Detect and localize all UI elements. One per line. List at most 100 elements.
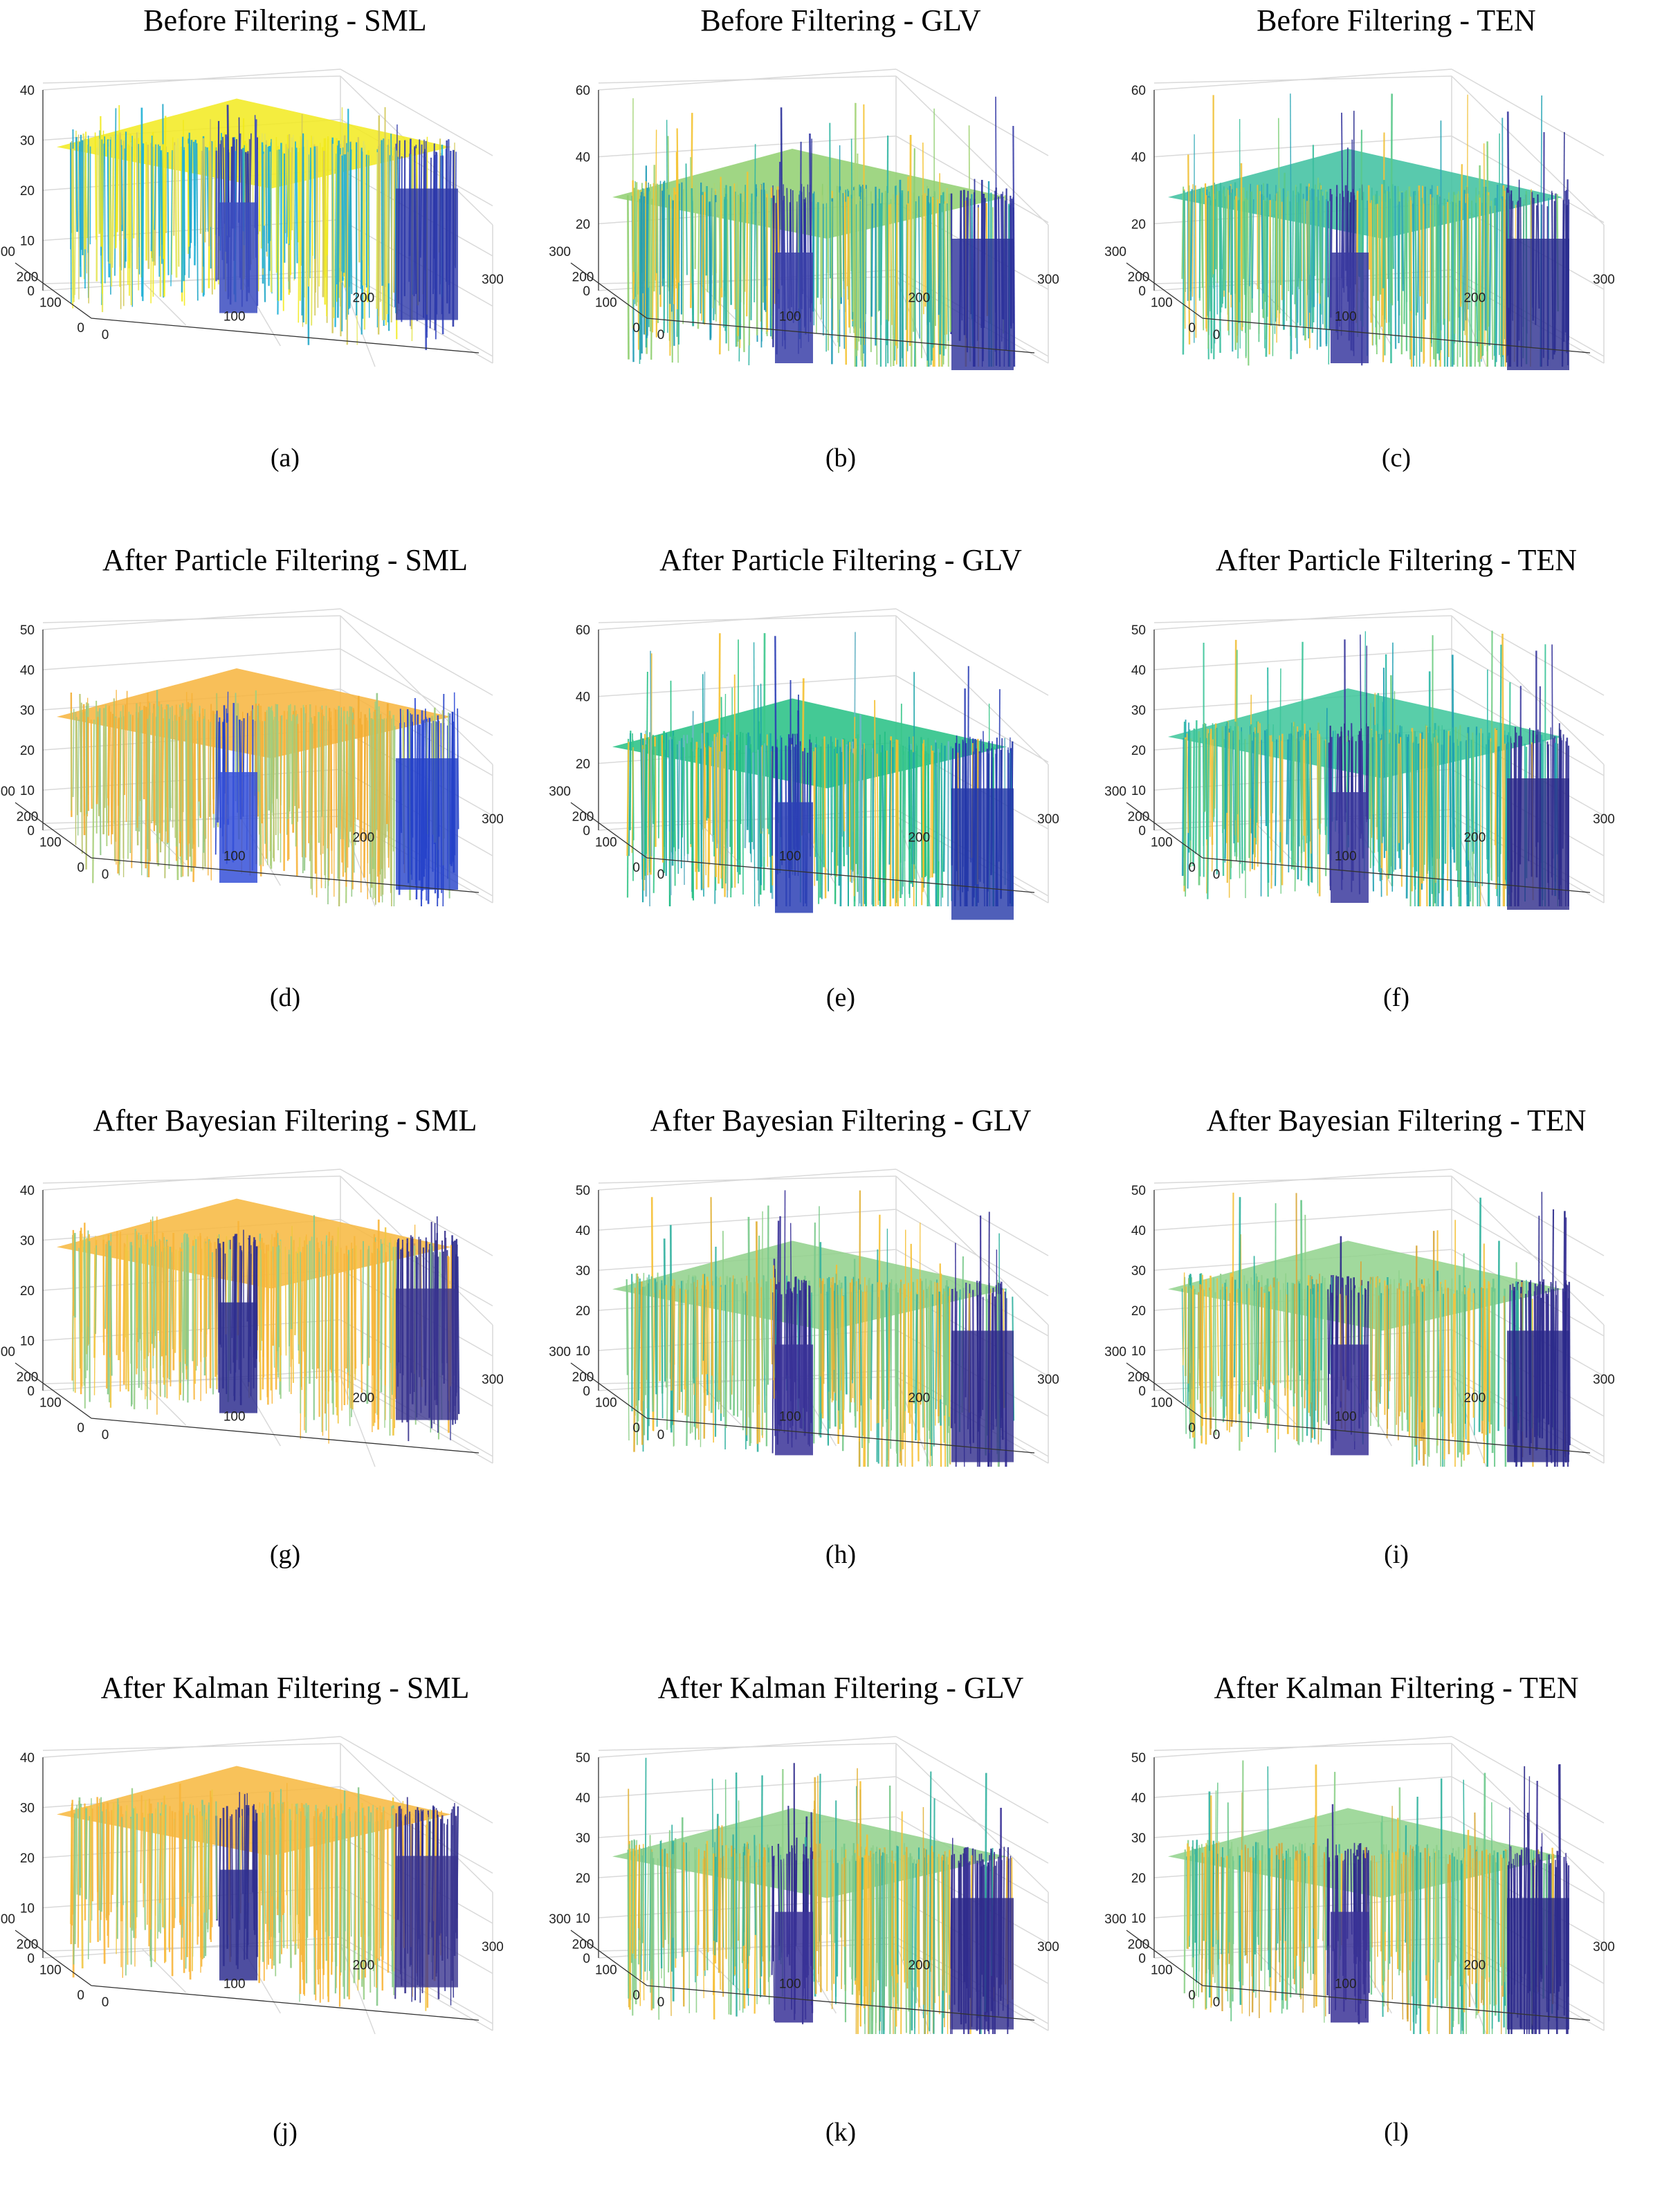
z-tick-label: 40 (1131, 1224, 1146, 1238)
x-tick-label: 100 (223, 849, 246, 863)
y-tick-label: 300 (1104, 1912, 1126, 1927)
z-tick-label: 0 (27, 284, 35, 299)
z-tick-label: 30 (1131, 704, 1146, 718)
panel-title: After Bayesian Filtering - GLV (564, 1103, 1117, 1138)
x-tick-label: 100 (779, 1409, 801, 1424)
y-tick-label: 200 (572, 1938, 594, 1952)
surface-plot: 01020304001002003000100200300 (8, 1709, 562, 2096)
panel-caption: (c) (1120, 443, 1673, 473)
y-tick-label: 300 (0, 245, 15, 259)
x-tick-label: 300 (1593, 812, 1615, 827)
x-tick-label: 200 (352, 831, 374, 845)
y-tick-label: 100 (1151, 835, 1173, 850)
z-tick-label: 60 (576, 623, 590, 638)
x-tick-label: 300 (1593, 1373, 1615, 1387)
x-tick-label: 300 (1037, 1940, 1059, 1954)
panel-caption: (a) (8, 443, 562, 473)
z-tick-label: 0 (27, 1952, 35, 1966)
z-tick-label: 20 (1131, 217, 1146, 232)
z-tick-label: 60 (576, 84, 590, 98)
x-tick-label: 300 (1593, 273, 1615, 287)
z-tick-label: 0 (583, 284, 590, 299)
surface-mesh (57, 99, 458, 350)
z-tick-label: 40 (20, 84, 35, 98)
z-tick-label: 40 (576, 1791, 590, 1806)
z-tick-label: 0 (583, 1384, 590, 1399)
panel-a: Before Filtering - SML010203040010020030… (8, 0, 562, 540)
x-tick-label: 200 (908, 291, 930, 306)
panel-caption: (g) (8, 1539, 562, 1570)
y-tick-label: 200 (1128, 271, 1150, 285)
z-tick-label: 30 (576, 1831, 590, 1846)
z-tick-label: 10 (20, 235, 35, 249)
y-tick-label: 200 (572, 271, 594, 285)
z-tick-label: 40 (576, 151, 590, 165)
x-tick-label: 100 (1335, 1977, 1357, 1991)
z-tick-label: 50 (576, 1751, 590, 1766)
surface-mesh (57, 1766, 458, 2011)
z-tick-label: 20 (576, 1304, 590, 1319)
z-tick-label: 40 (20, 663, 35, 678)
panel-title: After Particle Filtering - GLV (564, 542, 1117, 578)
surface-mesh (612, 97, 1014, 370)
z-tick-label: 0 (583, 1952, 590, 1966)
z-tick-label: 30 (20, 1234, 35, 1249)
x-tick-label: 0 (657, 1995, 665, 2010)
y-tick-label: 0 (1188, 321, 1196, 336)
surface-plot: 01020304001002003000100200300 (8, 42, 562, 429)
z-tick-label: 10 (1131, 1912, 1146, 1926)
panel-title: Before Filtering - SML (8, 3, 562, 38)
z-tick-label: 50 (1131, 623, 1146, 638)
y-tick-label: 0 (1188, 1988, 1196, 2003)
y-tick-label: 100 (595, 295, 617, 310)
y-tick-label: 200 (572, 810, 594, 825)
y-tick-label: 200 (17, 1938, 39, 1952)
y-tick-label: 0 (632, 861, 640, 875)
y-tick-label: 300 (1104, 785, 1126, 799)
panel-title: After Particle Filtering - SML (8, 542, 562, 578)
y-tick-label: 200 (17, 810, 39, 825)
panel-caption: (b) (564, 443, 1117, 473)
y-tick-label: 200 (17, 271, 39, 285)
z-tick-label: 30 (20, 134, 35, 149)
x-tick-label: 100 (223, 1409, 246, 1424)
panel-caption: (f) (1120, 982, 1673, 1013)
x-tick-label: 300 (482, 1940, 504, 1954)
z-tick-label: 20 (1131, 1304, 1146, 1319)
z-tick-label: 0 (1138, 1952, 1146, 1966)
y-tick-label: 300 (549, 245, 571, 259)
z-tick-label: 30 (1131, 1264, 1146, 1279)
x-tick-label: 300 (482, 812, 504, 827)
z-tick-label: 40 (20, 1184, 35, 1198)
y-tick-label: 300 (549, 1345, 571, 1359)
x-tick-label: 0 (657, 1428, 665, 1443)
y-tick-label: 0 (1188, 1421, 1196, 1436)
z-tick-label: 40 (1131, 663, 1146, 678)
z-tick-label: 10 (20, 1902, 35, 1916)
panel-caption: (e) (564, 982, 1117, 1013)
x-tick-label: 0 (1213, 1428, 1221, 1443)
y-tick-label: 200 (17, 1371, 39, 1385)
panel-caption: (h) (564, 1539, 1117, 1570)
x-tick-label: 100 (779, 309, 801, 324)
z-tick-label: 50 (1131, 1184, 1146, 1198)
z-tick-label: 10 (1131, 1344, 1146, 1359)
z-tick-label: 0 (583, 824, 590, 839)
panel-title: Before Filtering - GLV (564, 3, 1117, 38)
z-tick-label: 30 (576, 1264, 590, 1279)
z-tick-label: 40 (576, 1224, 590, 1238)
panel-title: Before Filtering - TEN (1120, 3, 1673, 38)
y-tick-label: 300 (0, 1912, 15, 1927)
y-tick-label: 100 (595, 1395, 617, 1410)
